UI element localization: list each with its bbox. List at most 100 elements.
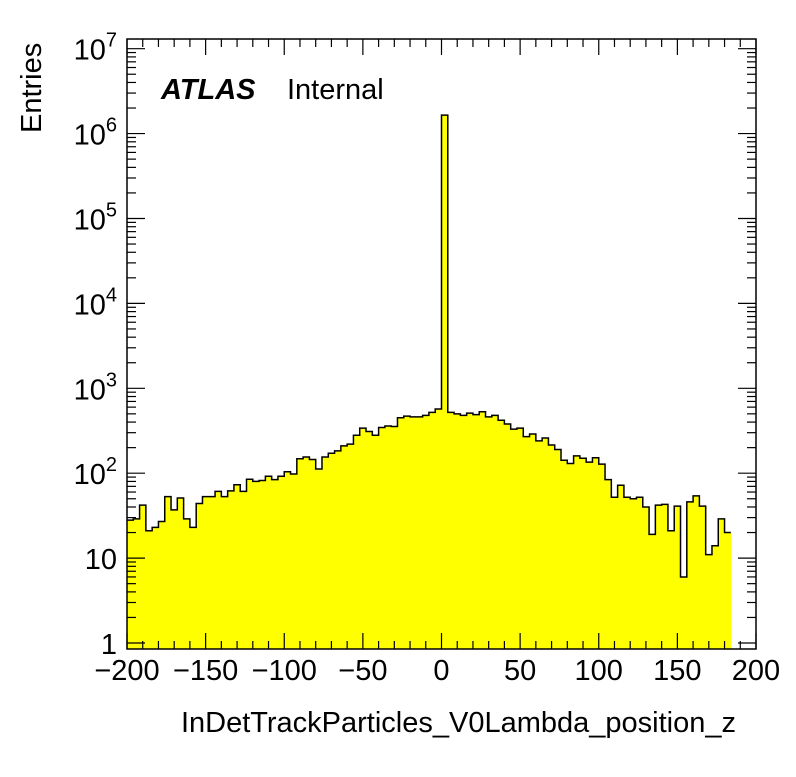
histogram-bin bbox=[145, 530, 153, 649]
histogram-bin bbox=[460, 415, 468, 649]
x-tick-label: −200 bbox=[94, 655, 159, 687]
histogram-bin bbox=[504, 423, 512, 649]
histogram-bin bbox=[466, 413, 474, 649]
histogram-bin bbox=[347, 444, 354, 649]
x-tick-label: 50 bbox=[504, 655, 536, 687]
histogram-bin bbox=[686, 501, 694, 649]
histogram-bin bbox=[693, 495, 700, 649]
histogram-bin bbox=[334, 450, 342, 649]
histogram-bin bbox=[359, 428, 367, 649]
histogram-bin bbox=[303, 457, 310, 649]
histogram-bin bbox=[699, 506, 707, 649]
histogram-bin bbox=[164, 496, 172, 649]
y-tick-label: 10 bbox=[85, 544, 117, 576]
y-tick-label: 106 bbox=[74, 115, 117, 152]
histogram-bin bbox=[479, 411, 486, 649]
histogram-bin bbox=[667, 530, 675, 649]
x-tick-label: −150 bbox=[173, 655, 238, 687]
histogram-bin bbox=[221, 496, 229, 649]
histogram-bin bbox=[655, 505, 663, 649]
histogram-bin bbox=[183, 518, 191, 649]
y-axis-title: Entries bbox=[16, 43, 48, 133]
histogram-bin bbox=[649, 534, 656, 649]
atlas-internal-label: Internal bbox=[287, 74, 384, 106]
histogram-bin bbox=[227, 490, 235, 649]
histogram-bin bbox=[422, 415, 430, 649]
histogram-bin bbox=[397, 417, 405, 649]
y-tick-label: 1 bbox=[101, 629, 117, 661]
y-axis-tick-labels: 1 10 102 103 104 105 106 107 bbox=[74, 30, 117, 661]
histogram-bin bbox=[366, 431, 373, 649]
histogram-bin bbox=[340, 445, 348, 649]
histogram-bin bbox=[567, 463, 574, 649]
y-tick-label: 102 bbox=[74, 454, 117, 491]
histogram-bin bbox=[447, 412, 455, 649]
histogram-bin bbox=[491, 415, 499, 649]
histogram-bin bbox=[296, 458, 304, 649]
histogram-bin bbox=[523, 436, 530, 649]
histogram-bin bbox=[321, 457, 329, 649]
histogram-bin bbox=[391, 426, 398, 649]
histogram-bin bbox=[328, 453, 335, 649]
histogram-bin bbox=[441, 115, 449, 649]
histogram-outline bbox=[127, 114, 731, 578]
histogram-bin bbox=[529, 433, 537, 649]
histogram-bin bbox=[309, 459, 317, 649]
x-tick-label: 200 bbox=[732, 655, 780, 687]
histogram-bin bbox=[592, 457, 600, 649]
histogram-bin bbox=[548, 444, 556, 649]
histogram-bin bbox=[410, 416, 417, 649]
histogram-bin bbox=[573, 455, 581, 649]
histogram-bin bbox=[598, 464, 606, 649]
y-tick-label: 105 bbox=[74, 199, 117, 236]
histogram-bin bbox=[233, 484, 241, 649]
x-tick-label: −100 bbox=[252, 655, 317, 687]
histogram-bin bbox=[711, 545, 719, 649]
histogram-bin bbox=[428, 412, 436, 649]
histogram-bin bbox=[133, 518, 140, 649]
histogram-bin bbox=[510, 429, 518, 649]
histogram-bin bbox=[472, 414, 480, 649]
histogram-bin bbox=[579, 458, 587, 649]
histogram-bin bbox=[680, 576, 688, 649]
histogram-bin bbox=[171, 509, 178, 649]
x-tick-label: 150 bbox=[653, 655, 701, 687]
histogram-bin bbox=[139, 505, 147, 649]
histogram-bin bbox=[265, 476, 273, 649]
histogram-bin bbox=[259, 480, 266, 649]
histogram-bin bbox=[623, 497, 631, 649]
x-tick-label: −50 bbox=[338, 655, 387, 687]
histogram-bin bbox=[724, 532, 732, 649]
histogram-bin bbox=[630, 498, 637, 649]
x-tick-label: 0 bbox=[433, 655, 449, 687]
histogram-bin bbox=[642, 506, 650, 649]
histogram-bin bbox=[605, 479, 612, 649]
histogram-bin bbox=[611, 497, 619, 649]
histogram-bin bbox=[617, 485, 625, 649]
histogram-bin bbox=[384, 425, 392, 649]
histogram-bin bbox=[252, 481, 260, 649]
histogram-bin bbox=[542, 437, 549, 649]
histogram-bin bbox=[403, 416, 411, 649]
histogram-bin bbox=[208, 496, 216, 649]
histogram-bin bbox=[561, 460, 568, 649]
y-tick-label: 107 bbox=[74, 30, 117, 67]
histogram-bin bbox=[372, 435, 379, 649]
histogram-bin bbox=[353, 435, 361, 649]
histogram-bin bbox=[215, 491, 222, 649]
histogram-bin bbox=[705, 554, 713, 649]
y-tick-label: 104 bbox=[74, 284, 117, 321]
histogram-bin bbox=[485, 416, 493, 649]
histogram-bin bbox=[435, 409, 442, 649]
histogram-bin bbox=[378, 427, 386, 649]
histogram-bin bbox=[290, 473, 298, 649]
histogram-bin bbox=[240, 491, 247, 649]
histogram-bin bbox=[636, 497, 644, 649]
histogram-bin bbox=[454, 413, 461, 649]
histogram-bin bbox=[152, 527, 159, 649]
histogram-bin bbox=[127, 520, 134, 649]
histogram-bin bbox=[189, 527, 197, 649]
histogram-bin bbox=[535, 440, 543, 649]
x-axis-title: InDetTrackParticles_V0Lambda_position_z bbox=[181, 707, 736, 739]
